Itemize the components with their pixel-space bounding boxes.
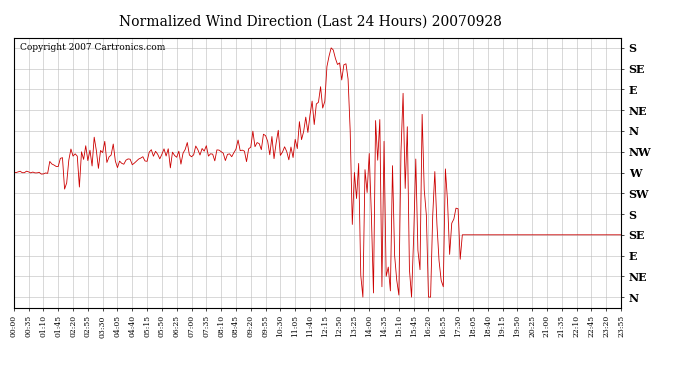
Text: Copyright 2007 Cartronics.com: Copyright 2007 Cartronics.com [20, 43, 165, 52]
Text: Normalized Wind Direction (Last 24 Hours) 20070928: Normalized Wind Direction (Last 24 Hours… [119, 15, 502, 29]
